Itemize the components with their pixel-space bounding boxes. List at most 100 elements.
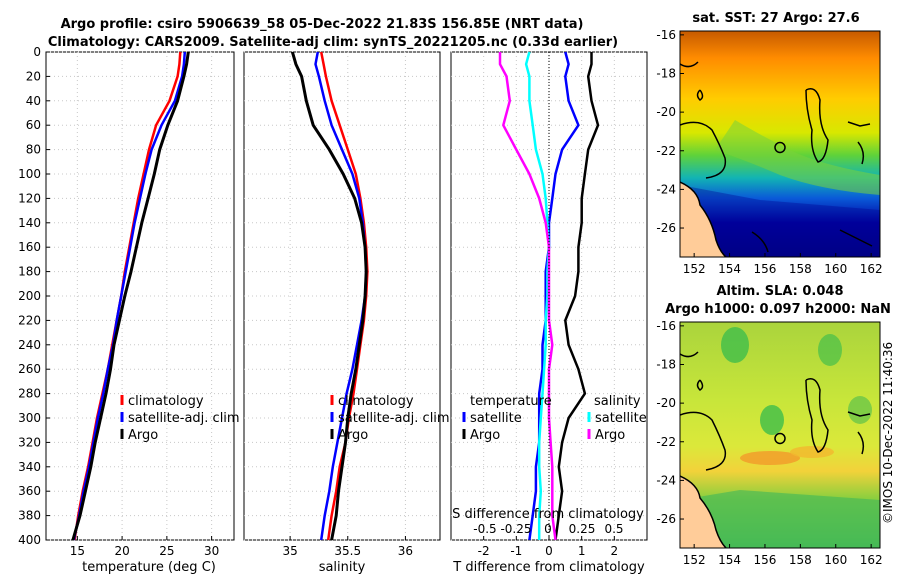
series-line-argo-temperature	[554, 52, 600, 541]
legend-label-climatology: climatology	[128, 394, 204, 409]
y-tick-label: 360	[18, 484, 41, 498]
legend-label-s-argo: Argo	[595, 428, 625, 443]
y-tick-label: 0	[33, 45, 41, 59]
sst-map	[680, 31, 880, 257]
sst-map-ticks: 152 154 156 158 160 162 -16 -18 -20 -22 -24 -26	[656, 28, 882, 276]
x-tick-label: 35.5	[334, 544, 361, 558]
y-tick-label: 60	[26, 118, 41, 132]
argo-position-marker	[774, 432, 786, 445]
land-australia	[680, 182, 726, 257]
sla-low-eddy	[818, 334, 842, 366]
x-tick-label: 15	[70, 544, 85, 558]
sst-cold-patch	[680, 185, 880, 257]
salinity-xlabel: salinity	[319, 560, 366, 575]
land-australia	[680, 476, 726, 548]
y-tick-label: 260	[18, 362, 41, 376]
y-tick-label: 220	[18, 313, 41, 327]
legend-title-temperature: temperature	[470, 394, 552, 409]
legend-label-t-argo: Argo	[470, 428, 500, 443]
map-x-tick-label: 154	[718, 553, 741, 567]
sla-low-region	[680, 490, 880, 548]
salinity-grid	[244, 51, 440, 541]
temperature-xlabel: temperature (deg C)	[82, 560, 216, 575]
x-tick-label: 1	[578, 544, 586, 558]
legend-label-s-satellite: satellite	[595, 411, 647, 426]
y-tick-label: 320	[18, 435, 41, 449]
s-diff-tick: -0.25	[500, 522, 531, 536]
map-x-tick-label: 162	[860, 553, 883, 567]
map-y-tick-label: -26	[656, 221, 676, 235]
legend-label-climatology: climatology	[338, 394, 414, 409]
sst-map-frame	[679, 30, 881, 258]
figure-title-line1: Argo profile: csiro 5906639_58 05-Dec-20…	[61, 17, 584, 32]
x-tick-label: 20	[114, 544, 129, 558]
sla-high-band	[790, 446, 834, 458]
series-line-satellite-temperature	[528, 51, 580, 541]
x-tick-label: 35	[282, 544, 297, 558]
y-tick-label: 200	[18, 289, 41, 303]
sla-map	[680, 322, 880, 548]
map-y-tick-label: -24	[656, 182, 676, 196]
map-y-tick-label: -20	[656, 396, 676, 410]
x-tick-label: 0	[545, 544, 553, 558]
figure-title-line2: Climatology: CARS2009. Satellite-adj cli…	[48, 35, 618, 50]
y-tick-label: 280	[18, 387, 41, 401]
legend-label-argo: Argo	[128, 428, 158, 443]
sla-map-ticks: 152 154 156 158 160 162 -16 -18 -20 -22 -24 -26	[656, 319, 882, 567]
x-tick-label: -1	[510, 544, 522, 558]
sst-map-title: sat. SST: 27 Argo: 27.6	[692, 11, 859, 26]
sla-high-band	[740, 451, 800, 465]
series-line-argo	[71, 51, 190, 541]
argo-position-marker	[774, 141, 786, 154]
y-tick-label: 20	[26, 69, 41, 83]
difference-xticks: -2 -1 0 1 2	[478, 536, 618, 558]
temperature-xticks: 15 20 25 30	[70, 536, 219, 558]
y-tick-label: 100	[18, 167, 41, 181]
y-tick-label: 380	[18, 509, 41, 523]
salinity-legend: climatology satellite-adj. clim Argo	[330, 394, 450, 443]
salinity-series	[290, 51, 369, 541]
difference-xlabel: T difference from climatology	[452, 560, 645, 575]
temperature-legend: climatology satellite-adj. clim Argo	[120, 394, 240, 443]
sla-contours	[680, 351, 871, 471]
legend-label-argo: Argo	[338, 428, 368, 443]
sst-field	[680, 31, 880, 257]
map-y-tick-label: -26	[656, 512, 676, 526]
difference-legend: temperature satellite Argo salinity sate…	[462, 394, 647, 443]
y-tick-label: 40	[26, 94, 41, 108]
y-tick-label: 180	[18, 265, 41, 279]
temperature-series	[71, 51, 190, 541]
sla-low-eddy	[760, 405, 784, 435]
x-tick-label: -2	[478, 544, 490, 558]
legend-label-satellite: satellite-adj. clim	[128, 411, 240, 426]
series-line-satellite-salinity	[524, 51, 551, 540]
map-x-tick-label: 156	[754, 262, 777, 276]
sla-low-eddy	[721, 327, 749, 363]
y-tick-label: 300	[18, 411, 41, 425]
x-tick-label: 30	[204, 544, 219, 558]
y-tick-label: 120	[18, 191, 41, 205]
map-x-tick-label: 158	[789, 262, 812, 276]
map-x-tick-label: 160	[824, 553, 847, 567]
series-line-argo	[290, 51, 368, 541]
legend-title-salinity: salinity	[594, 394, 641, 409]
sla-low-eddy	[848, 396, 872, 424]
map-y-tick-label: -20	[656, 105, 676, 119]
s-diff-tick: 0.5	[604, 522, 623, 536]
map-y-tick-label: -16	[656, 28, 676, 42]
map-y-tick-label: -18	[656, 357, 676, 371]
y-tick-label: 340	[18, 460, 41, 474]
map-x-tick-label: 158	[789, 553, 812, 567]
s-diff-tick: -0.5	[473, 522, 496, 536]
map-x-tick-label: 154	[718, 262, 741, 276]
s-diff-tick: 0.25	[569, 522, 596, 536]
series-line-satellite-adj-clim	[72, 51, 187, 541]
map-x-tick-label: 152	[683, 553, 706, 567]
x-tick-label: 2	[611, 544, 619, 558]
sla-map-title2: Argo h1000: 0.097 h2000: NaN	[665, 302, 891, 317]
coastline	[680, 181, 727, 257]
s-difference-label: S difference from climatology	[452, 507, 644, 522]
y-tick-label: 240	[18, 338, 41, 352]
depth-axis: 0 20 40 60 80 100 120 140 160 180 200 220 240 260 280 3…	[18, 45, 50, 547]
